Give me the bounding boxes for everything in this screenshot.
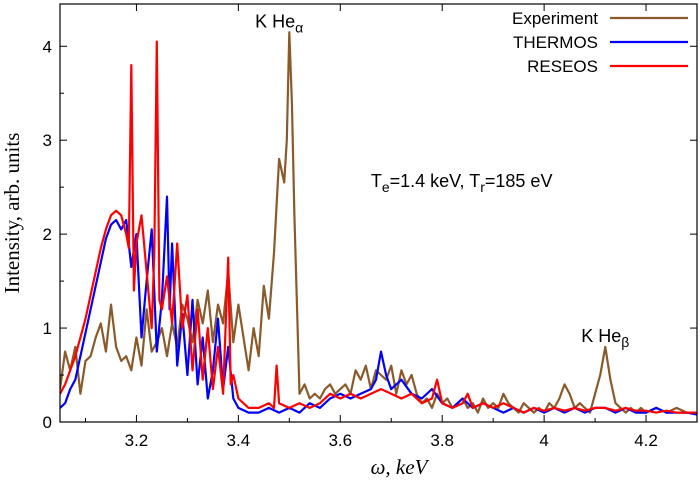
he-beta-subscript: β	[621, 334, 629, 350]
x-tick-label: 3.6	[328, 431, 352, 450]
conditions-part1: T	[371, 171, 382, 191]
legend-label-experiment: Experiment	[512, 9, 598, 28]
conditions-sub2: r	[480, 179, 485, 195]
y-tick-label: 4	[43, 37, 52, 56]
conditions-label: Te=1.4 keV, Tr=185 eV	[371, 171, 553, 195]
he-alpha-label: K Heα	[255, 11, 303, 35]
y-tick-label: 2	[43, 225, 52, 244]
he-beta-label: K Heβ	[581, 326, 629, 350]
series-line-experiment	[60, 31, 697, 414]
x-tick-label: 3.8	[430, 431, 454, 450]
conditions-part3: =185 eV	[485, 171, 553, 191]
conditions-part2: =1.4 keV, T	[390, 171, 481, 191]
y-tick-label: 0	[43, 413, 52, 432]
y-axis-title: Intensity, arb. units	[0, 133, 24, 294]
legend: Experiment THERMOS RESEOS	[512, 9, 688, 76]
x-tick-label: 3.2	[125, 431, 149, 450]
x-tick-label: 3.4	[227, 431, 251, 450]
legend-label-reseos: RESEOS	[527, 57, 598, 76]
legend-label-thermos: THERMOS	[513, 33, 598, 52]
he-alpha-subscript: α	[295, 19, 303, 35]
plot-frame	[59, 3, 698, 423]
he-beta-prefix: K He	[581, 326, 621, 346]
conditions-sub1: e	[382, 179, 390, 195]
series-line-reseos	[60, 40, 697, 414]
he-alpha-prefix: K He	[255, 11, 295, 31]
x-tick-label: 4.2	[634, 431, 658, 450]
x-tick-label: 4	[539, 431, 548, 450]
y-tick-label: 3	[43, 131, 52, 150]
y-tick-label: 1	[43, 319, 52, 338]
axis-ticks: 3.2 3.4 3.6 3.8 4 4.2 0 1 2 3 4	[43, 4, 697, 450]
series-lines	[60, 31, 697, 416]
x-axis-title: ω, keV	[371, 455, 430, 479]
